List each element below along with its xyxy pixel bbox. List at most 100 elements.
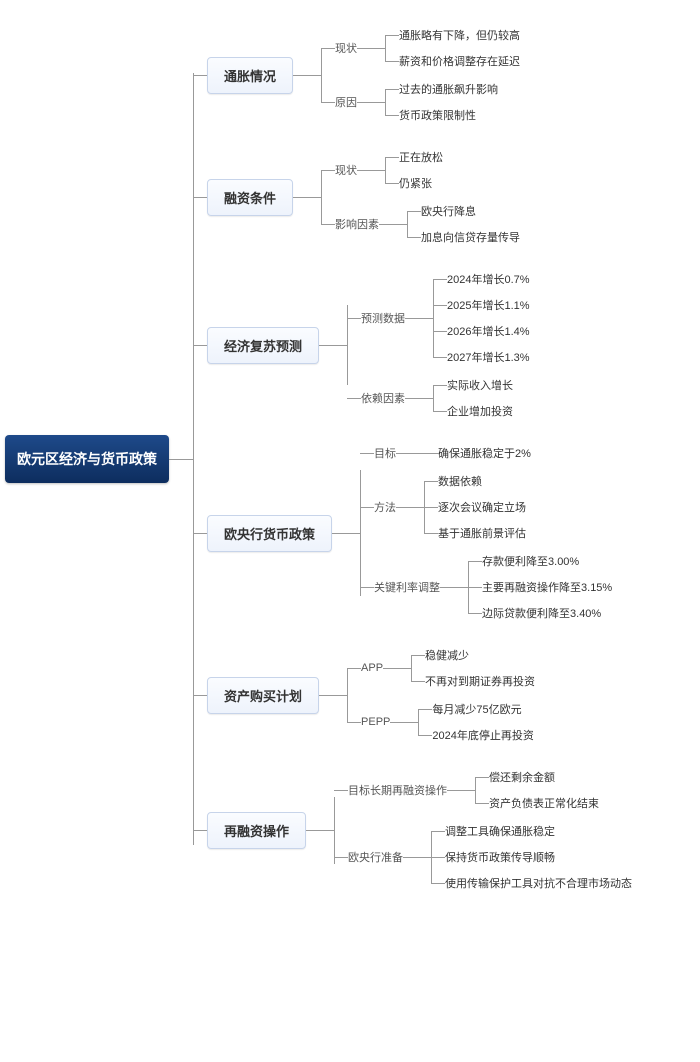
leaf-container: 数据依赖逐次会议确定立场基于通胀前景评估 <box>424 468 526 546</box>
leaf-row: 数据依赖 <box>424 468 526 494</box>
leaf-label: 保持货币政策传导顺畅 <box>445 846 555 868</box>
sub-row: 现状正在放松仍紧张 <box>321 143 520 197</box>
leaf-row: 加息向信贷存量传导 <box>407 224 520 250</box>
leaf-label: 数据依赖 <box>438 470 482 492</box>
leaf-row: 调整工具确保通胀稳定 <box>431 818 632 844</box>
leaf-label: 确保通胀稳定于2% <box>438 442 531 464</box>
leaf-container: 确保通胀稳定于2% <box>424 440 531 466</box>
leaf-label: 2027年增长1.3% <box>447 346 530 368</box>
sub-row: 方法 数据依赖逐次会议确定立场基于通胀前景评估 <box>360 467 612 547</box>
level2-container: APP稳健减少不再对到期证券再投资PEPP每月减少75亿欧元2024年底停止再投… <box>347 641 535 749</box>
leaf-container: 欧央行降息加息向信贷存量传导 <box>407 198 520 250</box>
leaf-row: 主要再融资操作降至3.15% <box>468 574 612 600</box>
leaf-row: 通胀略有下降，但仍较高 <box>385 22 520 48</box>
level2-label: 方法 <box>374 496 396 518</box>
level1-node: 再融资操作 <box>207 812 306 849</box>
leaf-row: 企业增加投资 <box>433 398 513 424</box>
leaf-container: 调整工具确保通胀稳定保持货币政策传导顺畅使用传输保护工具对抗不合理市场动态 <box>431 818 632 896</box>
leaf-row: 偿还剩余金额 <box>475 764 599 790</box>
leaf-label: 存款便利降至3.00% <box>482 550 579 572</box>
sub-row: 依赖因素 实际收入增长企业增加投资 <box>347 371 530 425</box>
level2-container: 现状正在放松仍紧张影响因素欧央行降息加息向信贷存量传导 <box>321 143 520 251</box>
leaf-row: 正在放松 <box>385 144 443 170</box>
sub-row: PEPP每月减少75亿欧元2024年底停止再投资 <box>347 695 535 749</box>
sub-row: 原因 过去的通胀飙升影响货币政策限制性 <box>321 75 520 129</box>
leaf-row: 2027年增长1.3% <box>433 344 530 370</box>
leaf-label: 逐次会议确定立场 <box>438 496 526 518</box>
level2-container: 预测数据 2024年增长0.7% 2025年增长1.1% 2026年增长1.4% 202… <box>347 265 530 425</box>
leaf-label: 过去的通胀飙升影响 <box>399 78 498 100</box>
leaf-label: 2026年增长1.4% <box>447 320 530 342</box>
mindmap: 欧元区经济与货币政策 通胀情况现状通胀略有下降，但仍较高薪资和价格调整存在延迟原… <box>0 0 700 918</box>
level2-container: 目标确保通胀稳定于2%方法数据依赖逐次会议确定立场基于通胀前景评估关键利率调整存… <box>360 439 612 627</box>
leaf-label: 薪资和价格调整存在延迟 <box>399 50 520 72</box>
branch-row: 再融资操作目标长期再融资操作偿还剩余金额资产负债表正常化结束欧央行准备调整工具确… <box>193 762 632 898</box>
sub-row: 预测数据 2024年增长0.7% 2025年增长1.1% 2026年增长1.4% 202… <box>347 265 530 371</box>
level2-label: APP <box>361 659 383 677</box>
level1-node: 资产购买计划 <box>207 677 319 714</box>
level2-container: 目标长期再融资操作偿还剩余金额资产负债表正常化结束欧央行准备调整工具确保通胀稳定… <box>334 763 632 897</box>
leaf-row: 使用传输保护工具对抗不合理市场动态 <box>431 870 632 896</box>
leaf-row: 实际收入增长 <box>433 372 513 398</box>
leaf-label: 调整工具确保通胀稳定 <box>445 820 555 842</box>
root-connector <box>169 459 193 460</box>
leaf-label: 使用传输保护工具对抗不合理市场动态 <box>445 872 632 894</box>
branch-row: 融资条件现状正在放松仍紧张影响因素欧央行降息加息向信贷存量传导 <box>193 142 632 252</box>
leaf-row: 2025年增长1.1% <box>433 292 530 318</box>
leaf-row: 2024年增长0.7% <box>433 266 530 292</box>
leaf-label: 主要再融资操作降至3.15% <box>482 576 612 598</box>
leaf-label: 2024年增长0.7% <box>447 268 530 290</box>
level2-label: 原因 <box>335 91 357 113</box>
leaf-container: 每月减少75亿欧元 2024年底停止再投资 <box>418 696 533 748</box>
leaf-row: 过去的通胀飙升影响 <box>385 76 498 102</box>
leaf-container: 正在放松仍紧张 <box>385 144 443 196</box>
leaf-container: 过去的通胀飙升影响货币政策限制性 <box>385 76 498 128</box>
sub-row: 关键利率调整存款便利降至3.00%主要再融资操作降至3.15%边际贷款便利降至3… <box>360 547 612 627</box>
sub-row: 现状 通胀略有下降，但仍较高薪资和价格调整存在延迟 <box>321 21 520 75</box>
leaf-row: 货币政策限制性 <box>385 102 498 128</box>
level2-label: 预测数据 <box>361 307 405 329</box>
level2-label: 依赖因素 <box>361 387 405 409</box>
leaf-label: 边际贷款便利降至3.40% <box>482 602 601 624</box>
leaf-row: 边际贷款便利降至3.40% <box>468 600 612 626</box>
leaf-label: 偿还剩余金额 <box>489 766 555 788</box>
level2-container: 现状 通胀略有下降，但仍较高薪资和价格调整存在延迟原因 过去的通胀飙升影响货币政策限… <box>321 21 520 129</box>
sub-row: APP稳健减少不再对到期证券再投资 <box>347 641 535 695</box>
leaf-row: 2024年底停止再投资 <box>418 722 533 748</box>
leaf-label: 欧央行降息 <box>421 200 476 222</box>
level1-node: 经济复苏预测 <box>207 327 319 364</box>
sub-row: 欧央行准备 调整工具确保通胀稳定保持货币政策传导顺畅使用传输保护工具对抗不合理市场… <box>334 817 632 897</box>
leaf-container: 通胀略有下降，但仍较高薪资和价格调整存在延迟 <box>385 22 520 74</box>
leaf-row: 存款便利降至3.00% <box>468 548 612 574</box>
leaf-row: 保持货币政策传导顺畅 <box>431 844 632 870</box>
level1-container: 通胀情况现状通胀略有下降，但仍较高薪资和价格调整存在延迟原因过去的通胀飙升影响货… <box>193 20 632 898</box>
leaf-container: 实际收入增长企业增加投资 <box>433 372 513 424</box>
leaf-label: 正在放松 <box>399 146 443 168</box>
leaf-label: 2024年底停止再投资 <box>432 724 533 746</box>
sub-row: 目标长期再融资操作偿还剩余金额资产负债表正常化结束 <box>334 763 632 817</box>
branch-row: 通胀情况现状通胀略有下降，但仍较高薪资和价格调整存在延迟原因过去的通胀飙升影响货… <box>193 20 632 130</box>
leaf-row: 仍紧张 <box>385 170 443 196</box>
leaf-label: 通胀略有下降，但仍较高 <box>399 24 520 46</box>
leaf-label: 加息向信贷存量传导 <box>421 226 520 248</box>
leaf-container: 偿还剩余金额资产负债表正常化结束 <box>475 764 599 816</box>
leaf-row: 确保通胀稳定于2% <box>424 440 531 466</box>
level1-node: 融资条件 <box>207 179 293 216</box>
leaf-row: 欧央行降息 <box>407 198 520 224</box>
leaf-label: 仍紧张 <box>399 172 432 194</box>
leaf-label: 2025年增长1.1% <box>447 294 530 316</box>
leaf-row: 逐次会议确定立场 <box>424 494 526 520</box>
branch-row: 欧央行货币政策目标确保通胀稳定于2%方法数据依赖逐次会议确定立场基于通胀前景评估… <box>193 438 632 628</box>
sub-row: 目标确保通胀稳定于2% <box>360 439 612 467</box>
leaf-label: 基于通胀前景评估 <box>438 522 526 544</box>
level2-label: 现状 <box>335 37 357 59</box>
branch-row: 资产购买计划 APP稳健减少不再对到期证券再投资PEPP每月减少75亿欧元2024… <box>193 640 632 750</box>
leaf-row: 2026年增长1.4% <box>433 318 530 344</box>
leaf-label: 每月减少75亿欧元 <box>432 698 521 720</box>
leaf-row: 每月减少75亿欧元 <box>418 696 533 722</box>
root-node: 欧元区经济与货币政策 <box>5 435 169 483</box>
leaf-label: 货币政策限制性 <box>399 104 476 126</box>
level2-label: 欧央行准备 <box>348 846 403 868</box>
leaf-row: 资产负债表正常化结束 <box>475 790 599 816</box>
leaf-label: 资产负债表正常化结束 <box>489 792 599 814</box>
